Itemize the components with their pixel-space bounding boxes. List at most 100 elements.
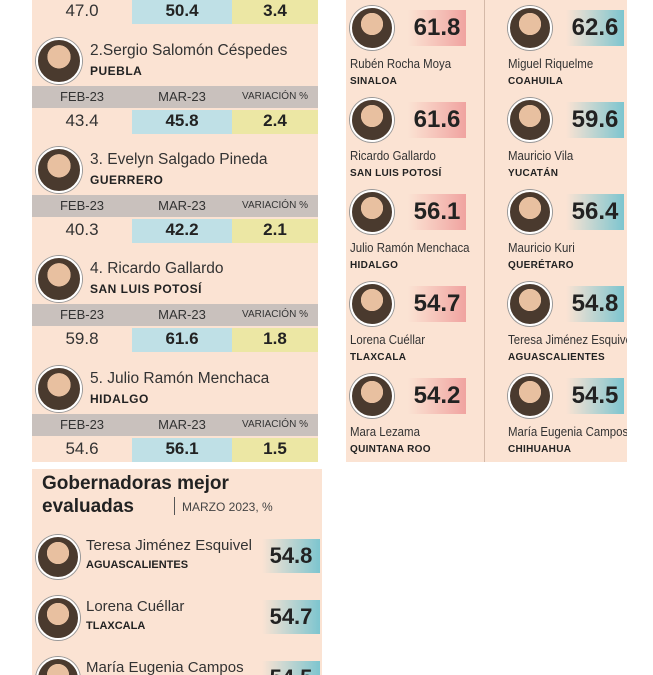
governor-photo	[508, 98, 552, 142]
title-line-1: Gobernadoras mejor	[42, 473, 229, 494]
title-line-2: evaluadas	[42, 496, 134, 517]
governor-name: María Eugenia Campos	[508, 424, 627, 439]
mar-value: 50.4	[132, 0, 232, 24]
mar-value: 56.1	[132, 438, 232, 462]
score-badge: 54.8	[566, 286, 624, 322]
state-name: HIDALGO	[90, 392, 149, 406]
header-mar: MAR-23	[158, 198, 206, 213]
governor-photo	[36, 147, 82, 193]
governor-photo	[508, 282, 552, 326]
governors-grid-panel: 61.8 Rubén Rocha Moya SINALOA 62.6 Migue…	[346, 0, 627, 462]
score-badge: 62.6	[566, 10, 624, 46]
score-badge: 61.8	[408, 10, 466, 46]
header-variation: VARIACIÓN %	[242, 200, 308, 211]
score-badge: 61.6	[408, 102, 466, 138]
governor-name: Mara Lezama	[350, 424, 420, 439]
governor-card: 61.6 Ricardo Gallardo SAN LUIS POTOSÍ	[348, 96, 478, 188]
governor-card: 54.5 María Eugenia Campos CHIHUAHUA	[506, 372, 627, 462]
list-item: María Eugenia Campos 54.5	[32, 657, 322, 675]
governor-photo	[508, 6, 552, 50]
header-mar: MAR-23	[158, 417, 206, 432]
governor-name: 5. Julio Ramón Menchaca	[90, 370, 270, 387]
governor-photo	[508, 190, 552, 234]
governor-photo	[350, 6, 394, 50]
ranking-entry-2: 2.Sergio Salomón Céspedes PUEBLA FEB-23 …	[32, 36, 318, 146]
feb-value: 54.6	[65, 439, 99, 458]
header-feb: FEB-23	[59, 89, 105, 104]
governor-photo	[36, 596, 80, 640]
header-feb: FEB-23	[59, 307, 105, 322]
governor-name: 3. Evelyn Salgado Pineda	[90, 151, 268, 168]
governor-photo	[36, 535, 80, 579]
header-mar: MAR-23	[158, 89, 206, 104]
mar-value: 61.6	[132, 328, 232, 352]
state-name: AGUASCALIENTES	[508, 352, 605, 363]
feb-value: 40.3	[65, 220, 99, 239]
state-name: SINALOA	[350, 76, 398, 87]
governor-card: 56.1 Julio Ramón Menchaca HIDALGO	[348, 188, 478, 280]
header-variation: VARIACIÓN %	[242, 309, 308, 320]
governor-photo	[36, 38, 82, 84]
score-badge: 54.7	[408, 286, 466, 322]
governor-card: 54.2 Mara Lezama QUINTANA ROO	[348, 372, 478, 462]
variation-value: 1.5	[232, 438, 318, 462]
state-name: YUCATÁN	[508, 168, 559, 179]
governor-name: Lorena Cuéllar	[350, 332, 426, 347]
state-name: SAN LUIS POTOSÍ	[350, 168, 442, 179]
score-badge: 59.6	[566, 102, 624, 138]
mar-value: 42.2	[132, 219, 232, 243]
governor-photo	[508, 374, 552, 418]
score-badge: 54.8	[262, 539, 320, 573]
ranking-entry-3: 3. Evelyn Salgado Pineda GUERRERO FEB-23…	[32, 145, 318, 255]
governor-photo	[36, 657, 80, 675]
values-row: 40.3 42.2 2.1	[32, 219, 318, 243]
ranking-entry-4: 4. Ricardo Gallardo SAN LUIS POTOSÍ FEB-…	[32, 254, 318, 364]
governor-photo	[36, 366, 82, 412]
header-feb: FEB-23	[59, 198, 105, 213]
header-mar: MAR-23	[158, 307, 206, 322]
governor-photo	[350, 374, 394, 418]
state-name: HIDALGO	[350, 260, 399, 271]
governor-name: Rubén Rocha Moya	[350, 56, 452, 71]
column-header: FEB-23 MAR-23 VARIACIÓN %	[32, 195, 318, 217]
state-name: AGUASCALIENTES	[86, 559, 189, 571]
governor-name: 4. Ricardo Gallardo	[90, 260, 224, 277]
values-row: 43.4 45.8 2.4	[32, 110, 318, 134]
score-badge: 54.5	[566, 378, 624, 414]
ranking-panel: 47.0 50.4 3.4 2.Sergio Salomón Céspedes …	[32, 0, 318, 462]
feb-value: 47.0	[65, 1, 99, 20]
ranking-entry-5: 5. Julio Ramón Menchaca HIDALGO FEB-23 M…	[32, 364, 318, 462]
score-badge: 54.5	[262, 661, 320, 675]
panel-subtitle: MARZO 2023, %	[182, 500, 273, 514]
mar-value: 45.8	[132, 110, 232, 134]
best-rated-governors-panel: Gobernadoras mejor evaluadas MARZO 2023,…	[32, 469, 322, 675]
governor-card: 54.7 Lorena Cuéllar TLAXCALA	[348, 280, 478, 372]
governor-photo	[36, 256, 82, 302]
variation-value: 2.1	[232, 219, 318, 243]
governor-card: 61.8 Rubén Rocha Moya SINALOA	[348, 4, 478, 96]
state-name: CHIHUAHUA	[508, 444, 572, 455]
governor-name: 2.Sergio Salomón Céspedes	[90, 42, 288, 59]
column-header: FEB-23 MAR-23 VARIACIÓN %	[32, 304, 318, 326]
governor-photo	[350, 190, 394, 234]
governor-card: 62.6 Miguel Riquelme COAHUILA	[506, 4, 627, 96]
state-name: COAHUILA	[508, 76, 564, 87]
governor-card: 56.4 Mauricio Kuri QUERÉTARO	[506, 188, 627, 280]
state-name: GUERRERO	[90, 173, 164, 187]
list-item: Lorena Cuéllar TLAXCALA 54.7	[32, 596, 322, 646]
header-variation: VARIACIÓN %	[242, 419, 308, 430]
values-row: 54.6 56.1 1.5	[32, 438, 318, 462]
governor-card: 54.8 Teresa Jiménez Esquivel AGUASCALIEN…	[506, 280, 627, 372]
governor-name: Lorena Cuéllar	[86, 598, 185, 615]
column-header: FEB-23 MAR-23 VARIACIÓN %	[32, 86, 318, 108]
list-item: Teresa Jiménez Esquivel AGUASCALIENTES 5…	[32, 535, 322, 585]
state-name: TLAXCALA	[350, 352, 407, 363]
governor-name: María Eugenia Campos	[86, 659, 244, 675]
variation-value: 3.4	[232, 0, 318, 24]
feb-value: 43.4	[65, 111, 99, 130]
state-name: TLAXCALA	[86, 620, 146, 632]
governor-name: Teresa Jiménez Esquivel	[508, 332, 627, 347]
governor-name: Teresa Jiménez Esquivel	[86, 537, 252, 554]
values-row: 59.8 61.6 1.8	[32, 328, 318, 352]
governor-photo	[350, 98, 394, 142]
